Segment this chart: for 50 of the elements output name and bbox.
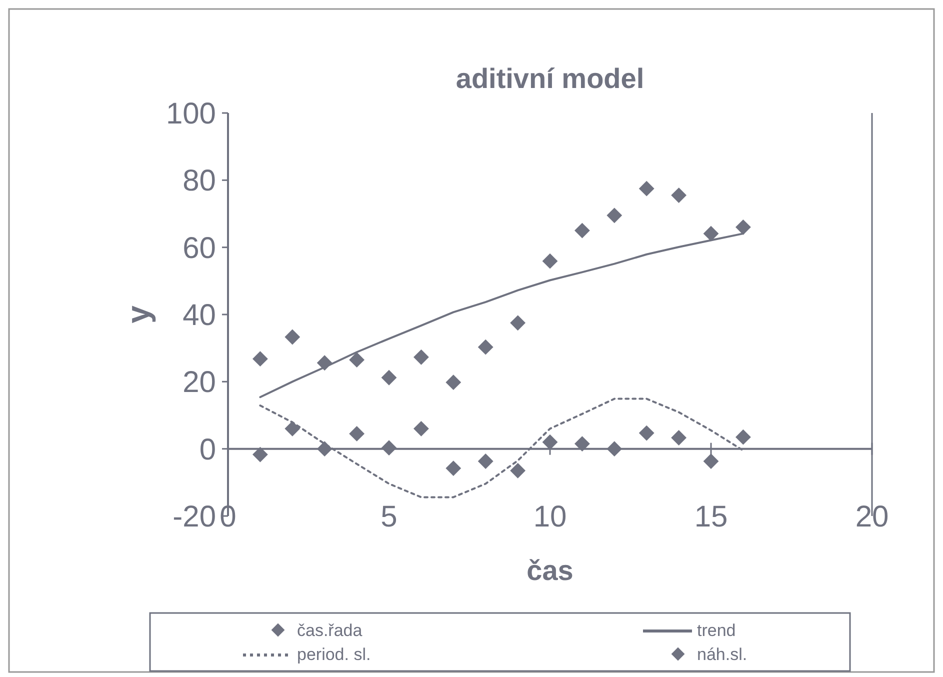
x-axis-title: čas — [526, 555, 574, 586]
point — [510, 315, 526, 330]
y-tick-label: 80 — [182, 164, 216, 198]
x-tick-label: 10 — [533, 500, 567, 534]
point — [736, 220, 751, 235]
point — [349, 426, 364, 442]
point — [382, 440, 396, 456]
point — [414, 421, 429, 436]
x-tick-label: 15 — [694, 500, 728, 534]
point — [252, 447, 268, 462]
y-tick-label: 100 — [166, 98, 216, 130]
point — [284, 330, 300, 344]
point — [414, 350, 429, 365]
legend-label: trend — [697, 621, 736, 640]
point — [639, 181, 654, 196]
point — [284, 421, 300, 436]
legend-label: náh.sl. — [697, 645, 748, 664]
point — [542, 254, 558, 269]
point — [606, 208, 622, 223]
point — [574, 223, 590, 238]
point — [349, 352, 364, 368]
point — [317, 441, 332, 456]
point — [252, 351, 268, 366]
legend-label: čas.řada — [297, 621, 363, 640]
x-tick-label: 5 — [380, 500, 398, 534]
x-tick-label: 20 — [855, 500, 889, 534]
y-axis-title: y — [120, 305, 156, 324]
y-tick-label: 60 — [182, 232, 216, 265]
point — [510, 463, 526, 478]
point — [606, 441, 622, 456]
point — [704, 226, 718, 242]
point — [671, 430, 686, 446]
y-tick-label: 20 — [182, 366, 216, 400]
point — [317, 355, 332, 370]
point — [478, 454, 494, 469]
y-tick-label: 40 — [182, 299, 216, 332]
chart-title: aditivní model — [456, 63, 644, 94]
point — [574, 436, 590, 452]
point — [382, 370, 396, 386]
point — [446, 374, 461, 390]
point — [736, 430, 751, 445]
y-tick-label: 0 — [199, 433, 216, 466]
point — [542, 434, 558, 450]
point — [478, 340, 494, 355]
point — [671, 188, 686, 203]
point — [704, 454, 718, 469]
legend-label: period. sl. — [297, 645, 371, 664]
y-tick-label: -20 — [172, 500, 216, 534]
point — [639, 426, 654, 441]
point — [446, 460, 461, 476]
